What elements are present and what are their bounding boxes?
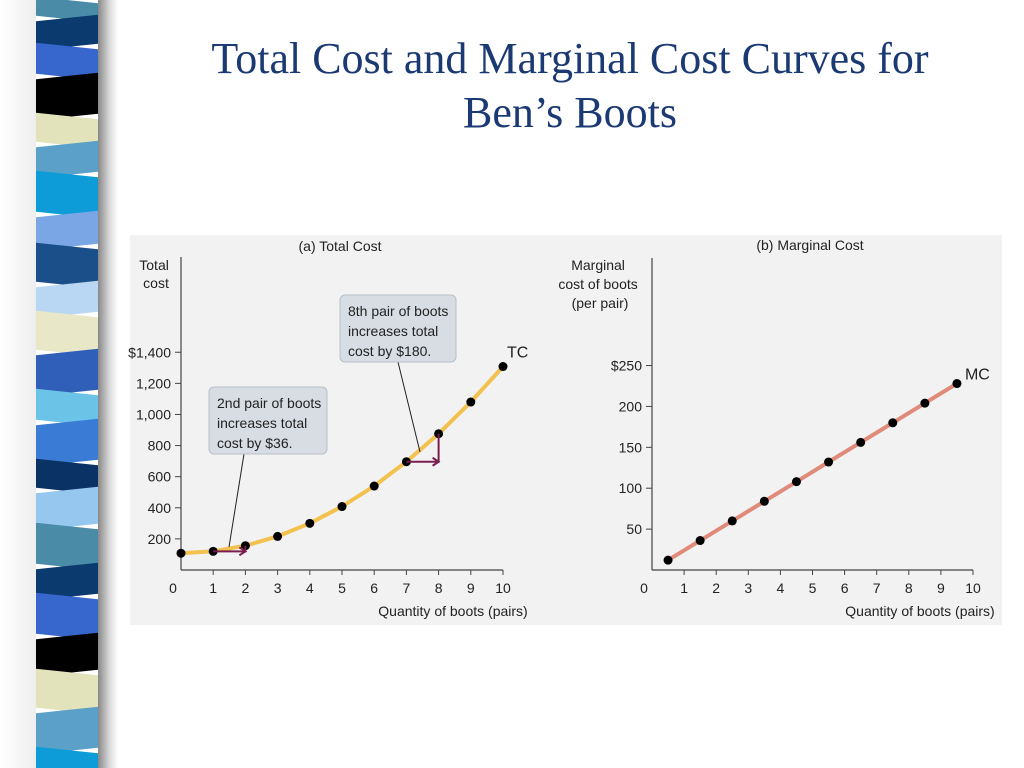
data-point bbox=[498, 362, 508, 372]
slide-title: Total Cost and Marginal Cost Curves for … bbox=[130, 32, 1010, 140]
x-tick-label: 9 bbox=[467, 580, 475, 596]
callout-2nd-pair-text: cost by $36. bbox=[217, 435, 293, 451]
chart-b-ylabel-line-2: cost of boots bbox=[558, 276, 637, 292]
total-cost-chart: (a) Total Cost Total cost Quantity of bo… bbox=[128, 238, 528, 619]
chart-b-ylabel: Marginal cost of boots (per pair) bbox=[558, 257, 641, 311]
x-tick-label: 3 bbox=[744, 580, 752, 596]
callout-8th-pair: 8th pair of boots increases total cost by … bbox=[339, 294, 457, 453]
y-tick-label: 1,200 bbox=[136, 375, 171, 391]
data-point bbox=[824, 457, 834, 467]
marginal-arrow-8th-head bbox=[432, 456, 441, 467]
x-tick-label: 3 bbox=[274, 580, 282, 596]
x-tick-label: 0 bbox=[169, 580, 177, 596]
y-tick-label: 150 bbox=[619, 439, 643, 455]
callout-8th-pair-text: increases total bbox=[348, 323, 438, 339]
x-tick-label: 6 bbox=[841, 580, 849, 596]
y-tick-label: 600 bbox=[148, 469, 172, 485]
x-tick-label: 10 bbox=[965, 580, 981, 596]
x-tick-label: 8 bbox=[435, 580, 443, 596]
x-tick-label: 1 bbox=[209, 580, 217, 596]
callout-2nd-pair-text: increases total bbox=[217, 415, 307, 431]
callout-2nd-pair: 2nd pair of boots increases total cost by … bbox=[208, 386, 328, 548]
data-point bbox=[759, 496, 769, 506]
x-tick-label: 5 bbox=[809, 580, 817, 596]
x-tick-label: 4 bbox=[306, 580, 314, 596]
chart-a-ylabel: Total cost bbox=[139, 257, 172, 291]
x-tick-label: 1 bbox=[680, 580, 688, 596]
slide-title-line-1: Total Cost and Marginal Cost Curves for bbox=[211, 34, 929, 83]
data-point bbox=[176, 548, 186, 558]
x-tick-label: 5 bbox=[338, 580, 346, 596]
callout-8th-pair-text: 8th pair of boots bbox=[348, 303, 448, 319]
data-point bbox=[273, 531, 283, 541]
x-tick-label: 10 bbox=[495, 580, 511, 596]
chart-b-series-line bbox=[666, 381, 959, 563]
data-point bbox=[856, 437, 866, 447]
data-point bbox=[727, 516, 737, 526]
marginal-cost-chart: (b) Marginal Cost Marginal cost of boots… bbox=[558, 237, 994, 619]
chart-b-ylabel-line-1: Marginal bbox=[571, 257, 625, 273]
callout-8th-pair-text: cost by $180. bbox=[348, 343, 431, 359]
series-label: TC bbox=[507, 345, 528, 362]
callout-2nd-pair-text: 2nd pair of boots bbox=[217, 395, 321, 411]
x-tick-label: 7 bbox=[403, 580, 411, 596]
data-point bbox=[466, 397, 476, 407]
y-tick-label: $1,400 bbox=[128, 344, 171, 360]
data-point bbox=[305, 518, 315, 528]
x-tick-label: 0 bbox=[640, 580, 648, 596]
data-point bbox=[791, 477, 801, 487]
y-tick-label: $250 bbox=[611, 358, 642, 374]
callout-2nd-pair-leader bbox=[228, 453, 245, 548]
series-label: MC bbox=[965, 367, 990, 384]
x-tick-label: 2 bbox=[712, 580, 720, 596]
strip-shadow bbox=[98, 0, 118, 768]
data-point bbox=[369, 481, 379, 491]
y-tick-label: 100 bbox=[619, 480, 643, 496]
chart-b-xlabel: Quantity of boots (pairs) bbox=[845, 603, 994, 619]
chart-a-ylabel-line-1: Total bbox=[139, 257, 169, 273]
y-tick-label: 200 bbox=[148, 531, 172, 547]
y-tick-label: 400 bbox=[148, 500, 172, 516]
decorative-strip bbox=[0, 0, 118, 768]
data-point bbox=[952, 379, 962, 389]
callout-8th-pair-leader bbox=[397, 361, 421, 453]
y-tick-label: 800 bbox=[148, 438, 172, 454]
data-point bbox=[337, 502, 347, 512]
chart-a-xlabel: Quantity of boots (pairs) bbox=[378, 603, 527, 619]
marginal-arrow-2nd-head bbox=[238, 546, 248, 557]
data-point bbox=[888, 418, 898, 428]
data-point bbox=[695, 536, 705, 546]
x-tick-label: 6 bbox=[370, 580, 378, 596]
chart-b-title: (b) Marginal Cost bbox=[756, 237, 863, 253]
y-tick-label: 50 bbox=[626, 521, 642, 537]
data-point bbox=[920, 398, 930, 408]
chart-b-ylabel-line-3: (per pair) bbox=[572, 295, 629, 311]
y-tick-label: 200 bbox=[619, 398, 643, 414]
chart-a-title: (a) Total Cost bbox=[299, 238, 382, 254]
data-point bbox=[663, 555, 673, 565]
x-tick-label: 8 bbox=[905, 580, 913, 596]
slide-title-line-2: Ben’s Boots bbox=[463, 88, 677, 137]
x-tick-label: 2 bbox=[242, 580, 250, 596]
callout-2nd-pair-box bbox=[208, 386, 328, 455]
callout-8th-pair-box bbox=[339, 294, 457, 363]
y-tick-label: 1,000 bbox=[136, 406, 171, 422]
x-tick-label: 4 bbox=[777, 580, 785, 596]
strip-shadow-left bbox=[0, 0, 36, 768]
chart-a-ylabel-line-2: cost bbox=[143, 275, 169, 291]
x-tick-label: 9 bbox=[937, 580, 945, 596]
x-tick-label: 7 bbox=[873, 580, 881, 596]
